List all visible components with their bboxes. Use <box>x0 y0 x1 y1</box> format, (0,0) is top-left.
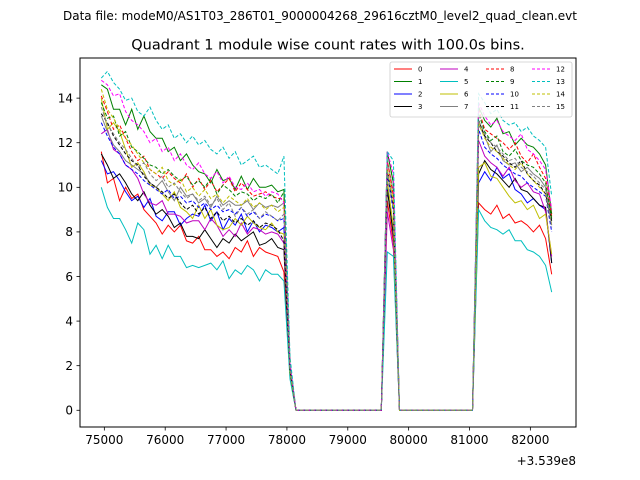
series-line-10 <box>100 122 553 411</box>
legend-label-0: 0 <box>418 66 422 74</box>
x-tick-label: 82000 <box>511 433 549 447</box>
chart-title: Quadrant 1 module wise count rates with … <box>131 38 525 54</box>
y-tick-label: 4 <box>65 314 73 328</box>
legend-label-5: 5 <box>464 78 468 86</box>
series-line-3 <box>100 153 553 411</box>
y-tick-label: 0 <box>65 404 73 418</box>
legend-label-12: 12 <box>556 66 565 74</box>
x-tick-label: 76000 <box>146 433 184 447</box>
series-line-6 <box>100 98 553 411</box>
legend-label-1: 1 <box>418 78 422 86</box>
legend-frame <box>389 61 573 118</box>
y-tick-label: 6 <box>65 270 73 284</box>
x-tick-label: 78000 <box>268 433 306 447</box>
legend-label-8: 8 <box>510 66 514 74</box>
legend-label-4: 4 <box>464 66 469 74</box>
y-tick-label: 8 <box>65 225 73 239</box>
x-tick-label: 77000 <box>207 433 245 447</box>
series-line-0 <box>100 151 553 411</box>
series-line-8 <box>100 95 553 411</box>
series-line-15 <box>100 106 553 411</box>
y-tick-label: 14 <box>58 91 73 105</box>
legend-label-3: 3 <box>418 103 422 111</box>
series-line-5 <box>100 187 553 411</box>
legend-label-13: 13 <box>556 78 565 86</box>
legend-label-15: 15 <box>556 103 565 111</box>
x-tick-label: 75000 <box>85 433 123 447</box>
y-tick-label: 12 <box>58 136 73 150</box>
legend-label-11: 11 <box>510 103 519 111</box>
x-axis: 75000 76000 77000 78000 79000 80000 81000 82000 <box>85 427 549 447</box>
y-axis: 0 2 4 6 8 10 12 14 <box>58 91 80 418</box>
x-tick-label: 79000 <box>329 433 367 447</box>
series-line-12 <box>101 79 553 411</box>
legend-label-7: 7 <box>464 103 468 111</box>
series-line-9 <box>100 102 553 411</box>
legend-label-6: 6 <box>464 91 469 99</box>
legend-label-9: 9 <box>510 78 514 86</box>
legend-label-2: 2 <box>418 91 422 99</box>
series-lines <box>100 70 553 411</box>
chart-suptitle: Data file: modeM0/AS1T03_286T01_90000042… <box>63 9 577 23</box>
series-line-4 <box>101 128 553 411</box>
series-line-14 <box>100 89 553 411</box>
series-line-11 <box>100 113 553 411</box>
x-tick-label: 81000 <box>450 433 488 447</box>
y-tick-label: 10 <box>58 181 73 195</box>
legend-label-14: 14 <box>556 91 565 99</box>
y-tick-label: 2 <box>65 359 73 373</box>
legend-label-10: 10 <box>510 91 519 99</box>
series-line-1 <box>101 84 553 411</box>
x-offset-label: +3.539e8 <box>517 454 576 468</box>
plot-frame <box>79 57 577 428</box>
x-tick-label: 80000 <box>390 433 428 447</box>
